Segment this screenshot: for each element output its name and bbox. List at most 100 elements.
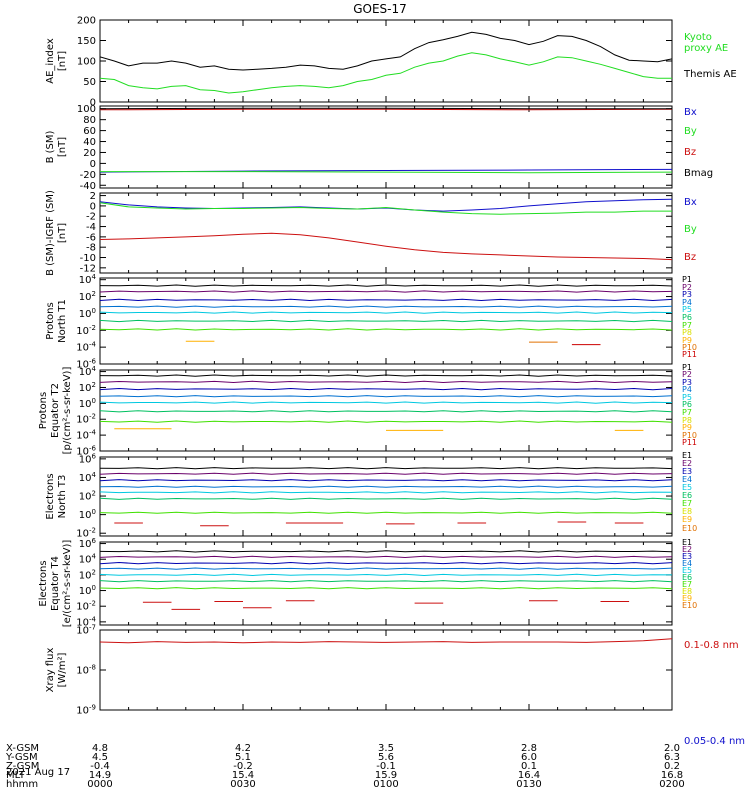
- flux-channel-3: [100, 561, 672, 565]
- legend-label: P3: [682, 378, 692, 387]
- legend-label: P4: [682, 385, 692, 394]
- y-tick-label: 60: [83, 126, 96, 137]
- y-tick-label: -2: [86, 212, 96, 223]
- legend-label: P8: [682, 328, 692, 337]
- flux-channel-4: [100, 395, 672, 398]
- ephem-row-label: X-GSM: [6, 743, 39, 754]
- y-tick-label: 10-2: [76, 324, 96, 337]
- ephem-value: -0.1: [376, 761, 396, 772]
- ephem-value: 0200: [659, 779, 684, 790]
- y-tick-label: 106: [79, 452, 97, 465]
- legend-label: P9: [682, 336, 692, 345]
- y-tick-label: 106: [79, 537, 97, 550]
- legend-label: P7: [682, 321, 692, 330]
- y-tick-label: 104: [79, 273, 97, 286]
- legend-label: Themis AE: [683, 69, 737, 80]
- y-tick-label: 102: [79, 490, 96, 503]
- flux-channel-6: [100, 319, 672, 323]
- series-by: [100, 202, 672, 215]
- y-tick-label: 100: [79, 508, 96, 521]
- flux-channel-6: [100, 497, 672, 500]
- legend-label: E4: [682, 475, 692, 484]
- legend-label: E8: [682, 587, 692, 596]
- y-axis-label: [nT]: [57, 137, 68, 157]
- ephem-value: 0.1: [521, 761, 537, 772]
- series-0-1-0-8-nm: [100, 638, 672, 644]
- flux-channel-6: [100, 580, 672, 583]
- legend-label: Bz: [684, 252, 696, 263]
- data-layer: [100, 467, 672, 527]
- legend-label: 0.1-0.8 nm: [684, 640, 739, 651]
- legend-label: P2: [682, 283, 692, 292]
- y-tick-label: 10-8: [76, 664, 96, 677]
- ephem-value: 0100: [373, 779, 398, 790]
- series-themis-ae: [100, 31, 672, 71]
- ephem-value: 0000: [87, 779, 112, 790]
- legend-label: Bx: [684, 197, 697, 208]
- ephem-value: 2.0: [664, 743, 680, 754]
- legend-label: Bz: [684, 147, 696, 158]
- y-tick-label: -10: [80, 253, 96, 264]
- y-tick-label: 20: [83, 148, 96, 159]
- y-axis-label: [nT]: [57, 51, 68, 71]
- y-axis-label: Protons: [38, 392, 49, 429]
- legend-label: P5: [682, 393, 692, 402]
- legend-label: P10: [682, 343, 697, 352]
- legend-label: P6: [682, 313, 692, 322]
- series-bz: [100, 108, 672, 111]
- ephem-row-label: hhmm: [6, 779, 38, 790]
- data-layer: [100, 107, 672, 174]
- y-tick-label: 102: [79, 381, 96, 394]
- y-tick-label: 102: [79, 290, 96, 303]
- legend-label: 0.05-0.4 nm: [684, 736, 745, 747]
- y-axis-label: Equator T4: [50, 556, 61, 611]
- legend-label: E1: [682, 538, 692, 547]
- legend-label: Bmag: [684, 168, 713, 179]
- panel-7: 106 104 102 100 10-2 10-4 Electrons Equator T4[…: [38, 537, 697, 628]
- flux-channel-5: [100, 311, 672, 314]
- legend-label: P4: [682, 298, 692, 307]
- flux-channel-2: [100, 472, 672, 475]
- flux-channel-1: [100, 550, 672, 553]
- y-tick-label: 10-2: [76, 600, 96, 613]
- y-tick-label: 10-4: [76, 429, 96, 442]
- series-bmag: [100, 107, 672, 110]
- ephem-value: 6.3: [664, 752, 680, 763]
- legend-label: E6: [682, 573, 692, 582]
- y-tick-label: -20: [80, 170, 96, 181]
- legend-label: E2: [682, 545, 692, 554]
- flux-channel-2: [100, 290, 672, 293]
- legend-label: P6: [682, 400, 692, 409]
- data-layer: [100, 31, 672, 94]
- legend-label: P1: [682, 363, 692, 372]
- ephem-value: 4.5: [92, 752, 108, 763]
- data-layer: [100, 550, 672, 610]
- y-axis-label: Protons: [45, 302, 56, 339]
- panel-8: 10-7 10-8 10-9 Xray flux [W/m²] 0.1-0.8 nm 0.0…: [45, 624, 745, 748]
- flux-channel-7: [100, 420, 672, 423]
- legend-label: E3: [682, 467, 692, 476]
- flux-channel-7: [100, 328, 672, 331]
- legend-label: E1: [682, 451, 692, 460]
- legend-label: E5: [682, 483, 692, 492]
- ephem-value: 5.1: [235, 752, 251, 763]
- y-axis-label: Xray flux: [45, 648, 56, 693]
- series-by: [100, 171, 672, 174]
- data-layer: [100, 374, 672, 431]
- legend-label: P7: [682, 408, 692, 417]
- y-axis-label: [W/m²]: [57, 652, 68, 687]
- y-tick-label: 2: [90, 191, 96, 202]
- legend-label: E10: [682, 601, 697, 610]
- date-label: 2021 Aug 17: [6, 767, 70, 778]
- legend-label: E7: [682, 499, 692, 508]
- legend-label: P1: [682, 275, 692, 284]
- y-tick-label: 10-7: [76, 624, 96, 637]
- y-tick-label: 80: [83, 115, 96, 126]
- y-tick-label: 40: [83, 137, 96, 148]
- ephem-value: 2.8: [521, 743, 537, 754]
- legend-label: E2: [682, 459, 692, 468]
